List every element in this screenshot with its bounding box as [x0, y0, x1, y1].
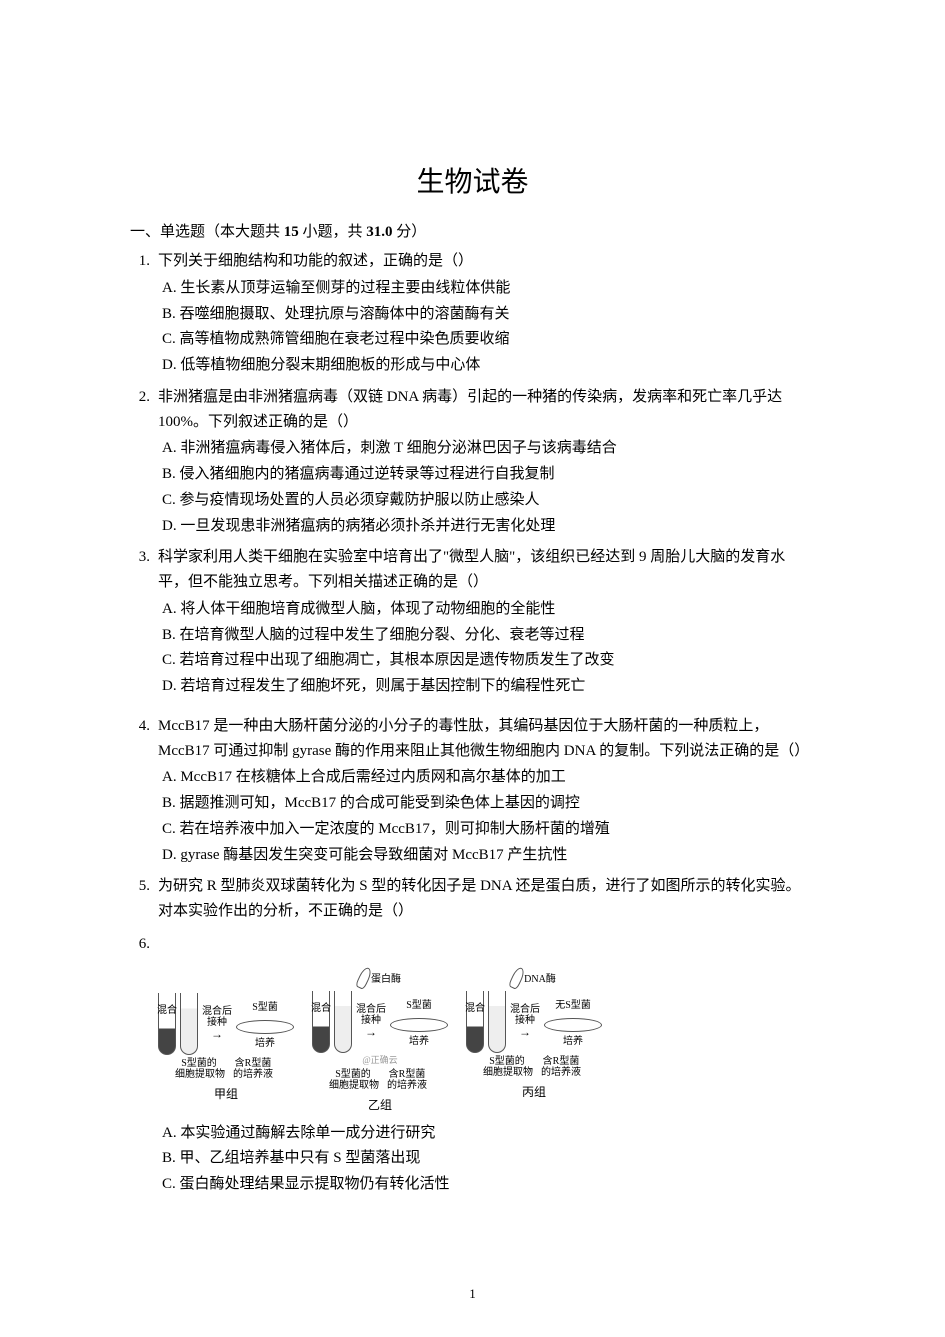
- arrow-label: 混合后 接种 →: [510, 1004, 540, 1039]
- option-b: B. 在培育微型人脑的过程中发生了细胞分裂、分化、衰老等过程: [158, 623, 815, 648]
- q-num: 5.: [130, 874, 158, 926]
- option-a: A. 生长素从顶芽运输至侧芽的过程主要由线粒体供能: [158, 276, 815, 301]
- q-num: 6.: [130, 932, 158, 957]
- question-2: 2. 非洲猪瘟是由非洲猪瘟病毒（双链 DNA 病毒）引起的一种猪的传染病，发病率…: [130, 385, 815, 540]
- option-c: C. 高等植物成熟筛管细胞在衰老过程中染色质要收缩: [158, 327, 815, 352]
- bottom-label-2: 含R型菌 的培养液: [383, 1069, 431, 1091]
- section-header: 一、单选题（本大题共 15 小题，共 31.0 分）: [130, 220, 815, 241]
- arrow-text: 混合后 接种: [202, 1006, 232, 1028]
- arrow-label: 混合后 接种 →: [202, 1006, 232, 1041]
- additive-label: 蛋白酶: [371, 970, 401, 985]
- option-d: D. 若培育过程发生了细胞坏死，则属于基因控制下的编程性死亡: [158, 674, 815, 699]
- petri-dish-icon: [390, 1018, 448, 1032]
- diagram-panel-jia: 混合 混合后 接种 → S型菌 培养 S型菌的 细胞提取物 含R型菌 的培养液 …: [158, 967, 294, 1113]
- option-a: A. MccB17 在核糖体上合成后需经过内质网和高尔基体的加工: [158, 765, 815, 790]
- arrow-text: 混合后 接种: [356, 1004, 386, 1026]
- arrow-icon: →: [510, 1026, 540, 1039]
- mix-label: 混合: [465, 999, 485, 1014]
- bottom-label-1: S型菌的 细胞提取物: [483, 1056, 531, 1078]
- bottom-label-1: S型菌的 细胞提取物: [175, 1058, 223, 1080]
- tube-extract: 混合: [158, 993, 176, 1055]
- arrow-icon: →: [202, 1028, 232, 1041]
- option-d: D. gyrase 酶基因发生突变可能会导致细菌对 MccB17 产生抗性: [158, 843, 815, 868]
- section-points: 31.0: [366, 224, 392, 240]
- question-5-options: A. 本实验通过酶解去除单一成分进行研究 B. 甲、乙组培养基中只有 S 型菌落…: [130, 1121, 815, 1198]
- option-c: C. 蛋白酶处理结果显示提取物仍有转化活性: [158, 1172, 815, 1197]
- option-b: B. 吞噬细胞摄取、处理抗原与溶酶体中的溶菌酶有关: [158, 302, 815, 327]
- q-stem: 下列关于细胞结构和功能的叙述，正确的是（）: [158, 249, 815, 274]
- q-stem: 为研究 R 型肺炎双球菌转化为 S 型的转化因子是 DNA 还是蛋白质，进行了如…: [158, 874, 815, 924]
- dish-label: 培养: [409, 1032, 429, 1047]
- exam-title: 生物试卷: [130, 160, 815, 200]
- additive-label: DNA酶: [524, 970, 556, 985]
- question-4: 4. MccB17 是一种由大肠杆菌分泌的小分子的毒性肽，其编码基因位于大肠杆菌…: [130, 714, 815, 869]
- section-count: 15: [284, 224, 299, 240]
- mix-label: 混合: [157, 1001, 177, 1016]
- section-suffix: 分）: [393, 224, 427, 240]
- panel-caption: 丙组: [522, 1083, 546, 1100]
- arrow-text: 混合后 接种: [510, 1004, 540, 1026]
- bottom-label-2: 含R型菌 的培养液: [229, 1058, 277, 1080]
- panel-caption: 甲组: [214, 1085, 238, 1102]
- experiment-diagram: 混合 混合后 接种 → S型菌 培养 S型菌的 细胞提取物 含R型菌 的培养液 …: [158, 967, 815, 1113]
- q-num: 2.: [130, 385, 158, 540]
- option-d: D. 一旦发现患非洲猪瘟病的病猪必须扑杀并进行无害化处理: [158, 514, 815, 539]
- option-c: C. 参与疫情现场处置的人员必须穿戴防护服以防止感染人: [158, 488, 815, 513]
- option-a: A. 本实验通过酶解去除单一成分进行研究: [158, 1121, 815, 1146]
- option-c: C. 若培育过程中出现了细胞凋亡，其根本原因是遗传物质发生了改变: [158, 648, 815, 673]
- q-stem: 科学家利用人类干细胞在实验室中培育出了"微型人脑"，该组织已经达到 9 周胎儿大…: [158, 545, 815, 595]
- arrow-icon: →: [356, 1026, 386, 1039]
- question-1: 1. 下列关于细胞结构和功能的叙述，正确的是（） A. 生长素从顶芽运输至侧芽的…: [130, 249, 815, 379]
- diagram-panel-yi: 蛋白酶 混合 混合后 接种 → S型菌 培养 @正确云 S型菌的 细胞提取物 含…: [312, 967, 448, 1113]
- option-b: B. 侵入猪细胞内的猪瘟病毒通过逆转录等过程进行自我复制: [158, 462, 815, 487]
- q-num: 3.: [130, 545, 158, 700]
- arrow-label: 混合后 接种 →: [356, 1004, 386, 1039]
- section-mid: 小题，共: [299, 224, 367, 240]
- petri-dish-icon: [236, 1020, 294, 1034]
- option-a: A. 非洲猪瘟病毒侵入猪体后，刺激 T 细胞分泌淋巴因子与该病毒结合: [158, 436, 815, 461]
- result-label: 无S型菌: [555, 996, 591, 1011]
- bottom-label-1: S型菌的 细胞提取物: [329, 1069, 377, 1091]
- mix-label: 混合: [311, 999, 331, 1014]
- option-b: B. 甲、乙组培养基中只有 S 型菌落出现: [158, 1146, 815, 1171]
- bottom-label-2: 含R型菌 的培养液: [537, 1056, 585, 1078]
- option-b: B. 据题推测可知，MccB17 的合成可能受到染色体上基因的调控: [158, 791, 815, 816]
- tube-culture: [334, 991, 352, 1053]
- question-3: 3. 科学家利用人类干细胞在实验室中培育出了"微型人脑"，该组织已经达到 9 周…: [130, 545, 815, 700]
- section-prefix: 一、单选题（本大题共: [130, 224, 284, 240]
- dish-label: 培养: [255, 1034, 275, 1049]
- page-number: 1: [469, 1286, 476, 1302]
- option-a: A. 将人体干细胞培育成微型人脑，体现了动物细胞的全能性: [158, 597, 815, 622]
- diagram-panel-bing: DNA酶 混合 混合后 接种 → 无S型菌 培养 S型菌的 细胞提取物 含R型菌…: [466, 967, 602, 1113]
- option-c: C. 若在培养液中加入一定浓度的 MccB17，则可抑制大肠杆菌的增殖: [158, 817, 815, 842]
- q-stem: MccB17 是一种由大肠杆菌分泌的小分子的毒性肽，其编码基因位于大肠杆菌的一种…: [158, 714, 815, 764]
- tube-extract: 混合: [312, 991, 330, 1053]
- petri-dish-icon: [544, 1018, 602, 1032]
- option-d: D. 低等植物细胞分裂末期细胞板的形成与中心体: [158, 353, 815, 378]
- result-label: S型菌: [406, 996, 432, 1011]
- q-stem: 非洲猪瘟是由非洲猪瘟病毒（双链 DNA 病毒）引起的一种猪的传染病，发病率和死亡…: [158, 385, 815, 435]
- tube-culture: [180, 993, 198, 1055]
- tube-culture: [488, 991, 506, 1053]
- q-num: 4.: [130, 714, 158, 869]
- q-num: 1.: [130, 249, 158, 379]
- dish-label: 培养: [563, 1032, 583, 1047]
- watermark: @正确云: [362, 1053, 397, 1066]
- question-6: 6.: [130, 932, 815, 957]
- tube-extract: 混合: [466, 991, 484, 1053]
- result-label: S型菌: [252, 998, 278, 1013]
- panel-caption: 乙组: [368, 1096, 392, 1113]
- question-5: 5. 为研究 R 型肺炎双球菌转化为 S 型的转化因子是 DNA 还是蛋白质，进…: [130, 874, 815, 926]
